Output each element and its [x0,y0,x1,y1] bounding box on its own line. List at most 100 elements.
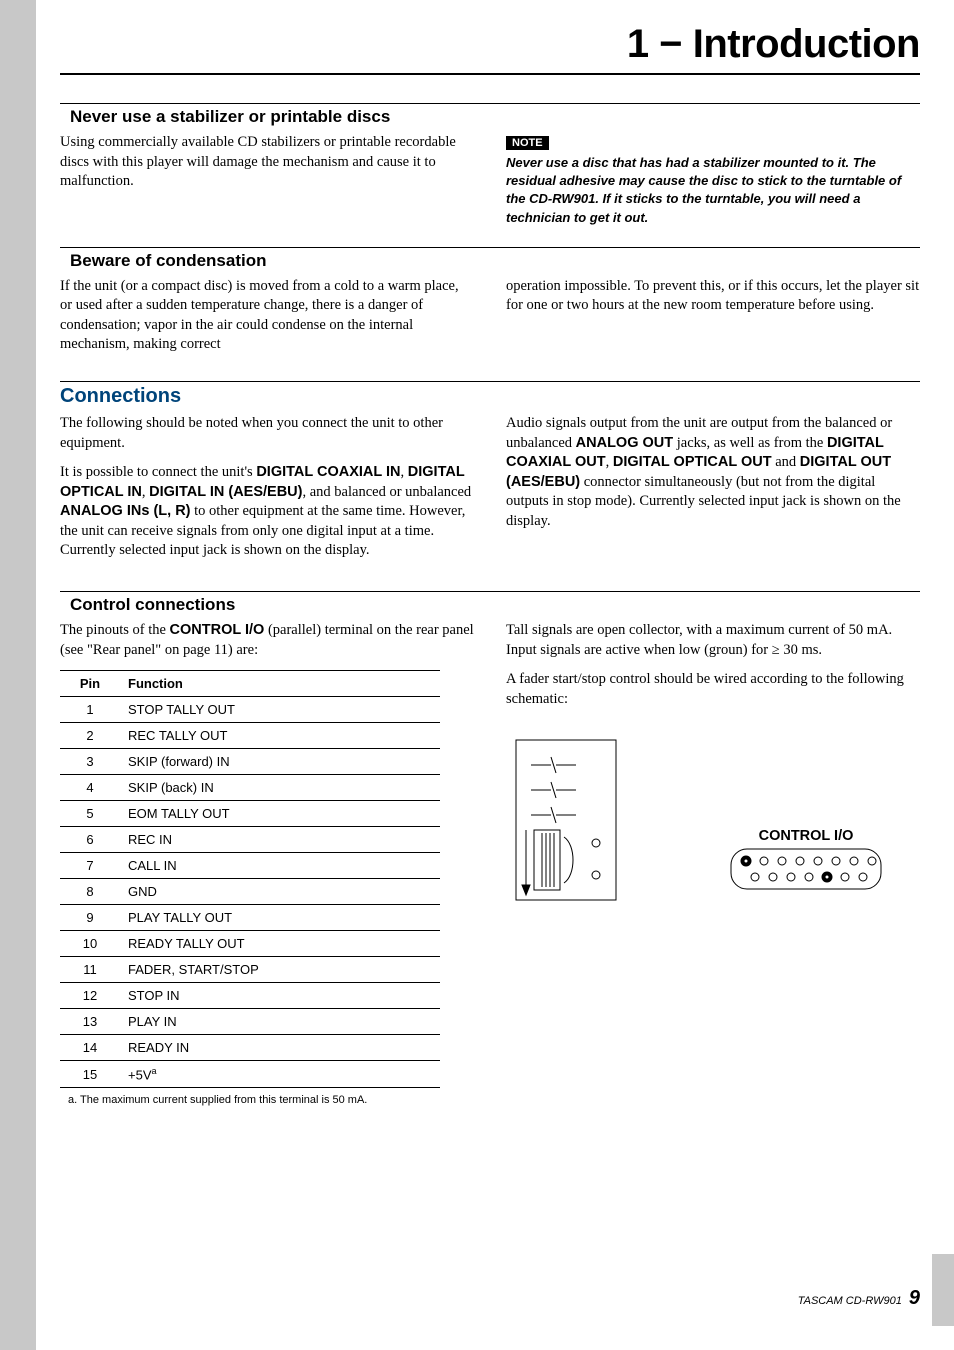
txt: , [401,464,408,480]
schematic-label: CONTROL I/O [759,828,854,844]
txt: and [772,454,800,470]
condensation-columns: If the unit (or a compact disc) is moved… [60,277,920,365]
cell-function: SKIP (back) IN [120,775,440,801]
cell-function: READY IN [120,1035,440,1061]
table-row: 15+5Va [60,1061,440,1088]
spacer [60,227,920,241]
chapter-title: 1 − Introduction [60,22,920,67]
control-right-2: A fader start/stop control should be wir… [506,670,920,709]
txt: It is possible to connect the unit's [60,464,256,480]
cell-pin: 1 [60,697,120,723]
txt: , [606,454,613,470]
cell-pin: 5 [60,801,120,827]
cell-function: CALL IN [120,853,440,879]
footer-product: TASCAM CD-RW901 [798,1295,902,1307]
cell-pin: 3 [60,749,120,775]
cell-pin: 2 [60,723,120,749]
stabilizer-col-left: Using commercially available CD stabiliz… [60,133,474,227]
chapter-rule [60,73,920,75]
control-col-left: The pinouts of the CONTROL I/O (parallel… [60,621,474,1106]
cell-pin: 6 [60,827,120,853]
cell-pin: 7 [60,853,120,879]
cell-function: REC TALLY OUT [120,723,440,749]
spacer [60,571,920,585]
table-row: 3SKIP (forward) IN [60,749,440,775]
control-columns: The pinouts of the CONTROL I/O (parallel… [60,621,920,1106]
cell-pin: 8 [60,879,120,905]
txt: The pinouts of the [60,622,170,638]
left-gutter [0,0,36,1350]
page-content: 1 − Introduction Never use a stabilizer … [60,0,920,1106]
stabilizer-columns: Using commercially available CD stabiliz… [60,133,920,227]
heading-condensation: Beware of condensation [60,247,920,271]
cell-function: EOM TALLY OUT [120,801,440,827]
cell-function: PLAY TALLY OUT [120,905,440,931]
table-row: 4SKIP (back) IN [60,775,440,801]
heading-stabilizer: Never use a stabilizer or printable disc… [60,103,920,127]
page-footer: TASCAM CD-RW901 9 [798,1287,920,1310]
note-badge: NOTE [506,136,549,150]
table-row: 11FADER, START/STOP [60,957,440,983]
condensation-right: operation impossible. To prevent this, o… [506,277,920,316]
cell-function: STOP IN [120,983,440,1009]
table-row: 10READY TALLY OUT [60,931,440,957]
footer-accent-bar [932,1254,954,1326]
table-footnote: a. The maximum current supplied from thi… [60,1094,474,1106]
bold-ao: ANALOG OUT [576,435,673,451]
condensation-col-left: If the unit (or a compact disc) is moved… [60,277,474,365]
cell-pin: 9 [60,905,120,931]
cell-pin: 4 [60,775,120,801]
stabilizer-para: Using commercially available CD stabiliz… [60,133,474,192]
cell-function: SKIP (forward) IN [120,749,440,775]
connections-right: Audio signals output from the unit are o… [506,414,920,531]
heading-control: Control connections [60,591,920,615]
stabilizer-col-right: NOTE Never use a disc that has had a sta… [506,133,920,227]
bold-dci: DIGITAL COAXIAL IN [256,464,400,480]
bold-ain: ANALOG INs (L, R) [60,503,191,519]
cell-function: PLAY IN [120,1009,440,1035]
bold-ctlio: CONTROL I/O [170,622,265,638]
connections-col-right: Audio signals output from the unit are o… [506,414,920,571]
cell-pin: 12 [60,983,120,1009]
connections-left-2: It is possible to connect the unit's DIG… [60,463,474,561]
cell-pin: 10 [60,931,120,957]
cell-function: +5Va [120,1061,440,1088]
cell-function: FADER, START/STOP [120,957,440,983]
cell-function: REC IN [120,827,440,853]
schematic-diagram: CONTROL I/O [506,735,906,915]
control-col-right: Tall signals are open collector, with a … [506,621,920,1106]
table-row: 2REC TALLY OUT [60,723,440,749]
connections-left-1: The following should be noted when you c… [60,414,474,453]
footer-page-number: 9 [909,1287,920,1309]
txt: , and balanced or unbalanced [302,484,471,500]
table-row: 1STOP TALLY OUT [60,697,440,723]
cell-pin: 14 [60,1035,120,1061]
cell-pin: 15 [60,1061,120,1088]
pinout-table: Pin Function 1STOP TALLY OUT2REC TALLY O… [60,670,440,1088]
table-row: 12STOP IN [60,983,440,1009]
cell-pin: 13 [60,1009,120,1035]
condensation-col-right: operation impossible. To prevent this, o… [506,277,920,365]
bold-din: DIGITAL IN (AES/EBU) [149,484,302,500]
cell-function: READY TALLY OUT [120,931,440,957]
control-left-intro: The pinouts of the CONTROL I/O (parallel… [60,621,474,660]
cell-pin: 11 [60,957,120,983]
table-row: 8GND [60,879,440,905]
table-row: 14READY IN [60,1035,440,1061]
cell-function: STOP TALLY OUT [120,697,440,723]
table-row: 7CALL IN [60,853,440,879]
heading-connections: Connections [60,381,920,408]
spacer [60,365,920,375]
table-row: 9PLAY TALLY OUT [60,905,440,931]
note-text: Never use a disc that has had a stabiliz… [506,154,920,227]
connections-columns: The following should be noted when you c… [60,414,920,571]
th-pin: Pin [60,671,120,697]
pinout-tbody: 1STOP TALLY OUT2REC TALLY OUT3SKIP (forw… [60,697,440,1088]
table-row: 6REC IN [60,827,440,853]
condensation-left: If the unit (or a compact disc) is moved… [60,277,474,355]
th-function: Function [120,671,440,697]
table-row: 5EOM TALLY OUT [60,801,440,827]
table-header-row: Pin Function [60,671,440,697]
table-row: 13PLAY IN [60,1009,440,1035]
bold-doo: DIGITAL OPTICAL OUT [613,454,772,470]
